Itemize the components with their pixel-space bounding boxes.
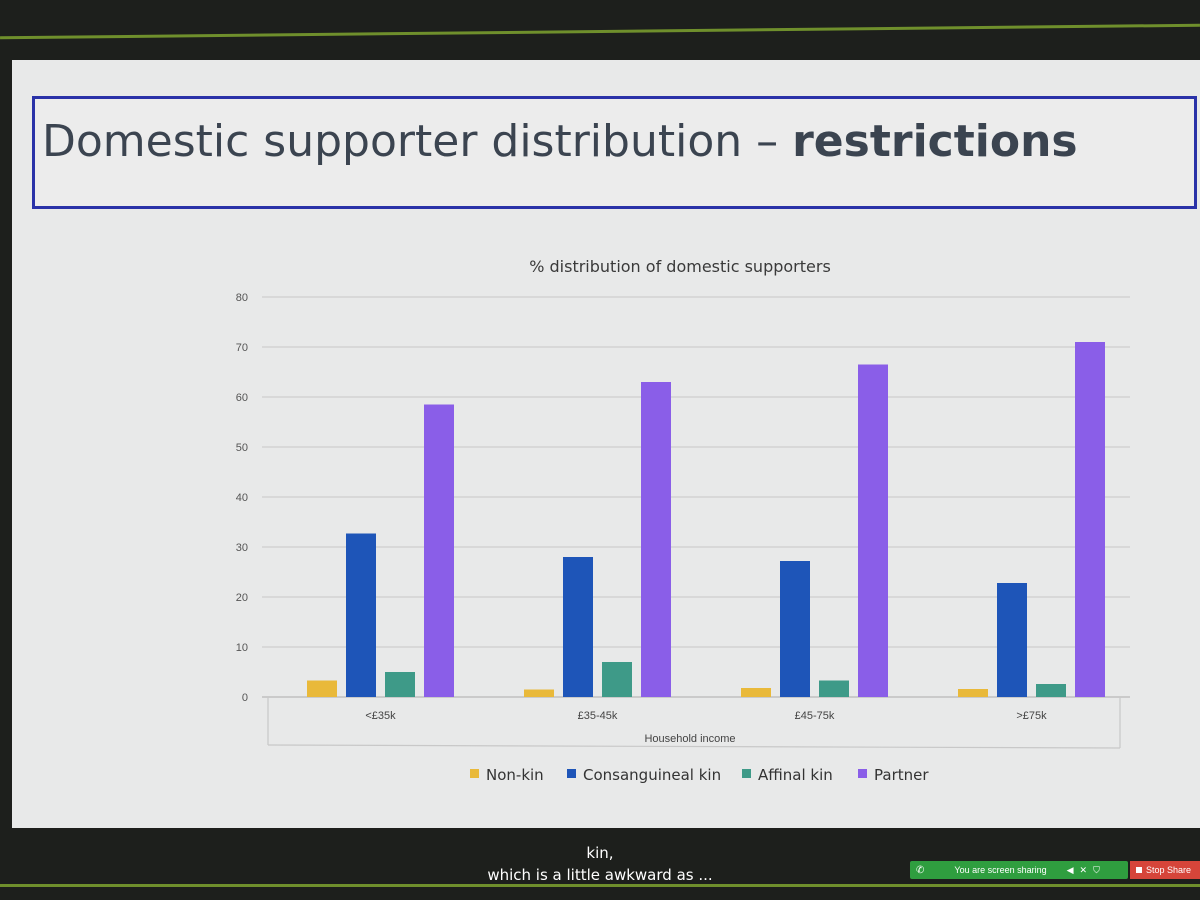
x-tick-label: <£35k: [365, 710, 396, 722]
y-tick-label: 60: [236, 392, 248, 404]
shield-icon[interactable]: ⛉: [1093, 864, 1100, 875]
y-tick-label: 40: [236, 492, 248, 504]
bar-partner: [858, 364, 888, 697]
slide-title-normal: Domestic supporter distribution –: [42, 116, 793, 167]
x-tick-label: £45-75k: [795, 710, 835, 722]
bar-affinal-kin: [819, 680, 849, 697]
slide-title-box: [32, 96, 1197, 209]
chart-title: % distribution of domestic supporters: [529, 257, 831, 276]
bar-non-kin: [741, 688, 771, 697]
y-tick-label: 50: [236, 442, 248, 454]
slide-title-bold: restrictions: [792, 116, 1078, 167]
bar-partner: [641, 382, 671, 697]
x-tick-label: £35-45k: [578, 710, 618, 722]
bar-non-kin: [524, 689, 554, 697]
bar-consanguineal-kin: [563, 557, 593, 697]
stop-share-button[interactable]: Stop Share: [1130, 861, 1200, 879]
x-axis-box: [267, 697, 1121, 749]
bar-consanguineal-kin: [780, 561, 810, 697]
y-tick-label: 20: [236, 592, 248, 604]
bar-partner: [424, 404, 454, 697]
bar-consanguineal-kin: [346, 533, 376, 697]
presentation-slide: Domestic supporter distribution – restri…: [12, 60, 1200, 828]
legend-swatch: [742, 769, 751, 778]
live-caption: kin, which is a little awkward as ...: [0, 842, 1200, 886]
y-tick-label: 0: [242, 692, 248, 704]
screen-bottom-border: [0, 884, 1200, 887]
screen-share-status-bar[interactable]: ✆ You are screen sharing ◀ ✕ ⛉: [910, 861, 1128, 879]
legend-label: Affinal kin: [758, 766, 833, 784]
chart-legend: Non-kin Consanguineal kin Affinal kin Partn…: [470, 766, 929, 784]
sharing-status-text: You are screen sharing: [954, 865, 1047, 875]
chart-labels: 0 10 20 30 40 50 60 70 80 <£35k £35-45k £45-75k >£75…: [236, 292, 1047, 722]
y-tick-label: 70: [236, 342, 248, 354]
legend-label: Consanguineal kin: [583, 766, 721, 784]
bar-affinal-kin: [385, 672, 415, 697]
speaker-icon[interactable]: ◀: [1066, 864, 1074, 875]
chart-bars: [307, 342, 1105, 697]
slide-title: Domestic supporter distribution – restri…: [42, 116, 1078, 167]
caption-line-1: kin,: [586, 844, 614, 862]
phone-icon: ✆: [916, 864, 925, 876]
x-axis-title: Household income: [644, 733, 735, 745]
y-tick-label: 30: [236, 542, 248, 554]
legend-label: Non-kin: [486, 766, 544, 784]
legend-swatch: [567, 769, 576, 778]
x-tick-label: >£75k: [1016, 710, 1047, 722]
bar-affinal-kin: [602, 662, 632, 697]
stop-share-label: Stop Share: [1146, 865, 1192, 875]
bar-affinal-kin: [1036, 684, 1066, 697]
legend-swatch: [858, 769, 867, 778]
y-tick-label: 10: [236, 642, 248, 654]
stop-icon: [1136, 867, 1142, 873]
mic-muted-icon[interactable]: ✕: [1079, 864, 1088, 875]
bar-partner: [1075, 342, 1105, 697]
caption-line-2: which is a little awkward as ...: [487, 866, 713, 884]
bar-non-kin: [307, 680, 337, 697]
y-tick-label: 80: [236, 292, 248, 304]
bar-non-kin: [958, 689, 988, 697]
bar-consanguineal-kin: [997, 583, 1027, 697]
legend-swatch: [470, 769, 479, 778]
legend-label: Partner: [874, 766, 929, 784]
